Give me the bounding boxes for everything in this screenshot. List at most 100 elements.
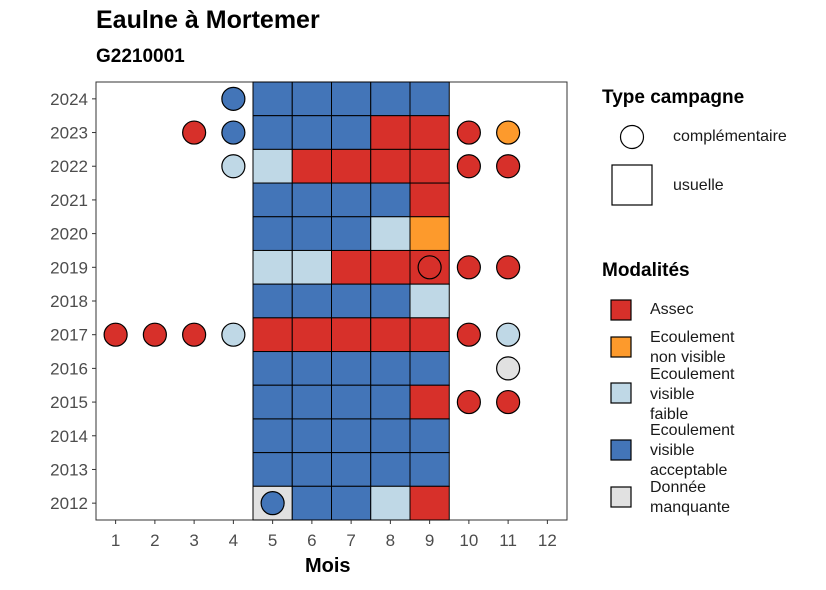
x-axis-label: Mois: [305, 555, 351, 577]
x-tick-label-9: 9: [425, 531, 434, 550]
tile-2018-8: [370, 283, 411, 319]
tile-2018-5: [252, 283, 293, 319]
legend-modalite-label-ecoulement-non-visible: Ecoulement non visible: [650, 329, 735, 366]
tile-2021-6: [291, 182, 332, 218]
tile-2018-7: [331, 283, 372, 319]
tile-2023-8: [370, 115, 411, 150]
tile-2018-9: [409, 283, 450, 319]
legend-modalite-key-ecoulement-visible-faible: [610, 382, 632, 404]
tile-2019-7: [331, 249, 372, 285]
tile-2014-9: [409, 418, 450, 454]
tile-2024-8: [370, 81, 411, 117]
y-tick-label-2014: 2014: [50, 427, 88, 446]
y-tick-label-2015: 2015: [50, 393, 88, 412]
tile-2017-9: [409, 317, 450, 353]
x-tick-label-11: 11: [499, 531, 517, 550]
point-2023-3: [182, 120, 207, 145]
point-2017-1: [103, 322, 128, 347]
tile-2012-6: [291, 485, 332, 521]
point-2016-11: [496, 356, 521, 381]
x-tick-label-2: 2: [150, 531, 159, 550]
y-tick-label-2016: 2016: [50, 359, 88, 378]
y-tick-label-2018: 2018: [50, 292, 88, 311]
tile-2016-9: [409, 351, 450, 386]
tile-2023-7: [331, 115, 372, 150]
tile-2013-7: [331, 452, 372, 487]
x-tick-label-3: 3: [189, 531, 198, 550]
legend-type-title: Type campagne: [602, 87, 745, 108]
point-2023-11: [496, 120, 521, 145]
tile-2014-8: [370, 418, 411, 454]
x-tick-label-5: 5: [268, 531, 277, 550]
tile-2020-8: [370, 216, 411, 251]
tile-2012-7: [331, 485, 372, 521]
legend-modalite-label-assec: Assec: [650, 301, 694, 318]
point-2017-2: [142, 322, 167, 347]
point-2017-10: [456, 322, 481, 347]
chart-title: Eaulne à Mortemer: [96, 6, 320, 34]
tile-2024-7: [331, 81, 372, 117]
tile-2017-7: [331, 317, 372, 353]
tile-2016-7: [331, 351, 372, 386]
tile-2023-6: [291, 115, 332, 150]
x-tick-label-1: 1: [111, 531, 120, 550]
point-2019-9: [417, 255, 442, 280]
tile-2013-9: [409, 452, 450, 487]
tile-2013-6: [291, 452, 332, 487]
point-2019-10: [456, 255, 481, 280]
tile-2015-9: [409, 384, 450, 420]
tile-2012-9: [409, 485, 450, 521]
legend-type-complementaire-label: complémentaire: [673, 128, 787, 145]
legend-modalite-key-assec: [610, 299, 632, 321]
tile-2017-5: [252, 317, 293, 353]
point-2015-10: [456, 389, 481, 415]
y-tick-label-2012: 2012: [50, 494, 88, 513]
tile-2014-6: [291, 418, 332, 454]
y-tick-label-2019: 2019: [50, 258, 88, 277]
point-2022-4: [221, 154, 246, 179]
point-2022-11: [496, 154, 521, 179]
point-2015-11: [496, 389, 521, 415]
x-tick-label-6: 6: [307, 531, 316, 550]
point-2019-11: [496, 255, 521, 280]
tile-2021-5: [252, 182, 293, 218]
tile-2013-8: [370, 452, 411, 487]
y-tick-label-2013: 2013: [50, 460, 88, 479]
legend-modalite-label-ecoulement-visible-faible: Ecoulement visible faible: [650, 366, 735, 423]
tile-2024-6: [291, 81, 332, 117]
point-2017-3: [182, 322, 207, 347]
tile-2017-6: [291, 317, 332, 353]
y-tick-label-2023: 2023: [50, 124, 88, 143]
tile-2020-6: [291, 216, 332, 251]
y-tick-label-2017: 2017: [50, 326, 88, 345]
tile-2019-6: [291, 249, 332, 285]
tile-2022-5: [252, 148, 293, 184]
tile-2024-5: [252, 81, 293, 117]
legend-type-usuelle-label: usuelle: [673, 177, 724, 194]
x-tick-label-10: 10: [459, 531, 478, 550]
point-2024-4: [221, 86, 246, 111]
tile-2022-7: [331, 148, 372, 184]
point-2017-11: [496, 322, 521, 347]
legend-modalite-label-ecoulement-visible-acceptable: Ecoulement visible acceptable: [650, 422, 735, 479]
legend-modalites-title: Modalités: [602, 260, 690, 281]
tile-2022-9: [409, 148, 450, 184]
y-tick-label-2022: 2022: [50, 157, 88, 176]
tile-2020-5: [252, 216, 293, 251]
legend-type-complementaire-key: [619, 124, 645, 150]
tile-2020-9: [409, 216, 450, 251]
tile-2021-7: [331, 182, 372, 218]
tile-2022-8: [370, 148, 411, 184]
tile-2013-5: [252, 452, 293, 487]
tile-2016-8: [370, 351, 411, 386]
x-tick-label-8: 8: [386, 531, 395, 550]
point-2023-4: [221, 120, 246, 145]
legend-modalite-key-donnee-manquante: [610, 486, 632, 508]
tile-2019-5: [252, 249, 293, 285]
legend-type-usuelle-key: [611, 164, 653, 206]
x-tick-label-4: 4: [229, 531, 238, 550]
y-tick-label-2024: 2024: [50, 90, 88, 109]
legend-modalite-label-donnee-manquante: Donnée manquante: [650, 479, 731, 516]
tile-2021-9: [409, 182, 450, 218]
